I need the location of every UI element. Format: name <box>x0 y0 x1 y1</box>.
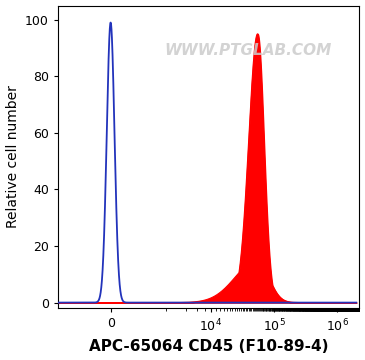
Y-axis label: Relative cell number: Relative cell number <box>5 85 20 228</box>
Text: WWW.PTGLAB.COM: WWW.PTGLAB.COM <box>164 44 331 58</box>
X-axis label: APC-65064 CD45 (F10-89-4): APC-65064 CD45 (F10-89-4) <box>89 339 328 355</box>
